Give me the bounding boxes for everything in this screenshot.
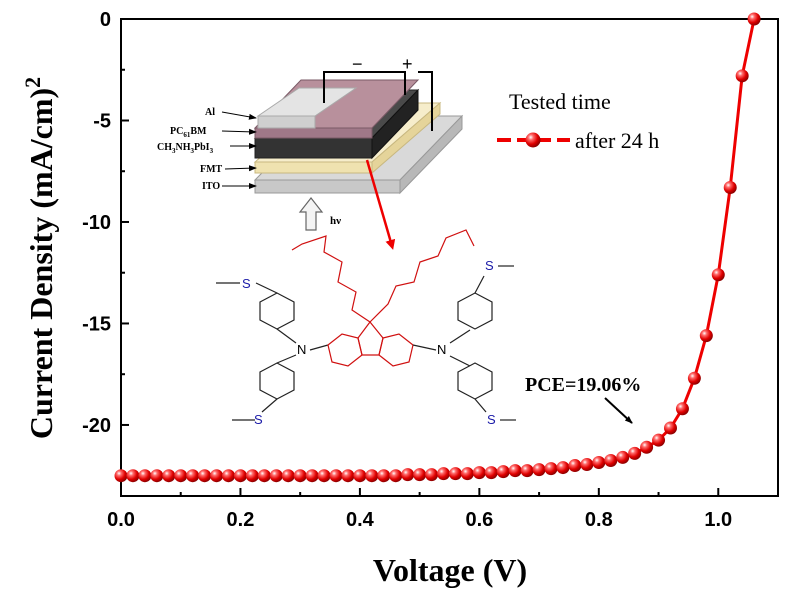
data-point	[305, 469, 319, 483]
data-point	[293, 469, 307, 483]
data-point	[735, 69, 749, 83]
x-tick-label: 1.0	[704, 509, 732, 531]
molecule-structure	[216, 229, 516, 421]
data-point	[365, 469, 379, 483]
molecule-sulfur-lower-right: S	[487, 412, 496, 427]
data-point	[616, 450, 630, 464]
x-tick-label: 0.0	[107, 509, 135, 531]
data-point	[437, 467, 451, 481]
data-point	[520, 464, 534, 478]
data-point	[640, 440, 654, 454]
x-axis-ticks: 0.0 0.2 0.4 0.6 0.8 1.0	[107, 488, 732, 531]
data-point	[114, 469, 128, 483]
layer-pointer-arrow	[365, 159, 396, 250]
x-tick-label: 0.4	[346, 509, 375, 531]
molecule-sulfur-upper-left: S	[242, 276, 251, 291]
data-point	[317, 469, 331, 483]
data-point	[341, 469, 355, 483]
data-point	[532, 463, 546, 477]
y-tick-label: -5	[93, 110, 111, 132]
data-point	[496, 465, 510, 479]
data-point	[150, 469, 164, 483]
data-point	[210, 469, 224, 483]
data-point	[675, 402, 689, 416]
data-point	[711, 268, 725, 282]
data-point	[126, 469, 140, 483]
light-label: hν	[330, 215, 341, 227]
data-point	[401, 468, 415, 482]
device-schematic: − + Al PC61BM CH3NH3PbI3 FMT ITO hν	[157, 54, 464, 250]
data-point	[413, 468, 427, 482]
legend-series-label: after 24 h	[575, 128, 659, 153]
layer-label-ito: ITO	[202, 181, 220, 192]
layer-label-pcbm: PC61BM	[170, 126, 207, 139]
legend: Tested time after 24 h	[497, 89, 659, 153]
data-point	[389, 469, 403, 483]
molecule-sulfur-lower-left: S	[254, 412, 263, 427]
data-point	[544, 462, 558, 476]
data-point	[663, 421, 677, 435]
x-axis-title: Voltage (V)	[373, 552, 527, 588]
plus-sign: +	[402, 54, 413, 74]
x-tick-label: 0.2	[227, 509, 255, 531]
molecule-sulfur-upper-right: S	[485, 258, 494, 273]
molecule-nitrogen-right: N	[437, 342, 446, 357]
layer-label-al: Al	[205, 107, 215, 118]
molecule-nitrogen-left: N	[297, 342, 306, 357]
pce-arrow	[604, 397, 633, 424]
series-after-24h	[114, 12, 761, 483]
y-tick-label: -15	[82, 313, 111, 335]
data-point	[174, 469, 188, 483]
data-point	[198, 469, 212, 483]
y-tick-label: -20	[82, 415, 111, 437]
data-point	[448, 467, 462, 481]
data-point	[281, 469, 295, 483]
layer-label-perovskite: CH3NH3PbI3	[157, 142, 214, 155]
data-point	[222, 469, 236, 483]
data-point	[460, 467, 474, 481]
data-point	[425, 468, 439, 482]
legend-title: Tested time	[509, 89, 611, 114]
y-axis-title-superscript: 2	[20, 77, 45, 88]
y-axis-ticks: 0 -5 -10 -15 -20	[82, 9, 129, 477]
x-tick-label: 0.6	[465, 509, 493, 531]
y-tick-label: 0	[100, 9, 111, 31]
plot-frame	[120, 18, 779, 497]
y-axis-title: Current Density (mA/cm)2	[20, 77, 59, 439]
data-point	[329, 469, 343, 483]
data-point	[472, 466, 486, 480]
light-arrow	[298, 197, 324, 231]
data-point	[138, 469, 152, 483]
data-point	[245, 469, 259, 483]
minus-sign: −	[352, 54, 363, 74]
data-point	[556, 461, 570, 475]
data-point	[592, 456, 606, 470]
data-point	[604, 453, 618, 467]
data-point	[687, 371, 701, 385]
pce-annotation: PCE=19.06%	[525, 374, 641, 396]
data-point	[747, 12, 761, 26]
data-point	[568, 459, 582, 473]
data-point	[162, 469, 176, 483]
data-point	[580, 458, 594, 472]
data-point	[353, 469, 367, 483]
data-point	[377, 469, 391, 483]
data-point	[233, 469, 247, 483]
data-point	[699, 329, 713, 343]
series-line	[121, 18, 756, 478]
data-point	[257, 469, 271, 483]
data-point	[723, 180, 737, 194]
data-point	[628, 446, 642, 460]
data-point	[186, 469, 200, 483]
data-point	[269, 469, 283, 483]
x-tick-label: 0.8	[585, 509, 613, 531]
data-point	[652, 433, 666, 447]
data-point	[484, 466, 498, 480]
data-point	[508, 464, 522, 478]
layer-label-fmt: FMT	[200, 164, 223, 175]
y-tick-label: -10	[82, 212, 111, 234]
legend-marker	[525, 132, 541, 148]
